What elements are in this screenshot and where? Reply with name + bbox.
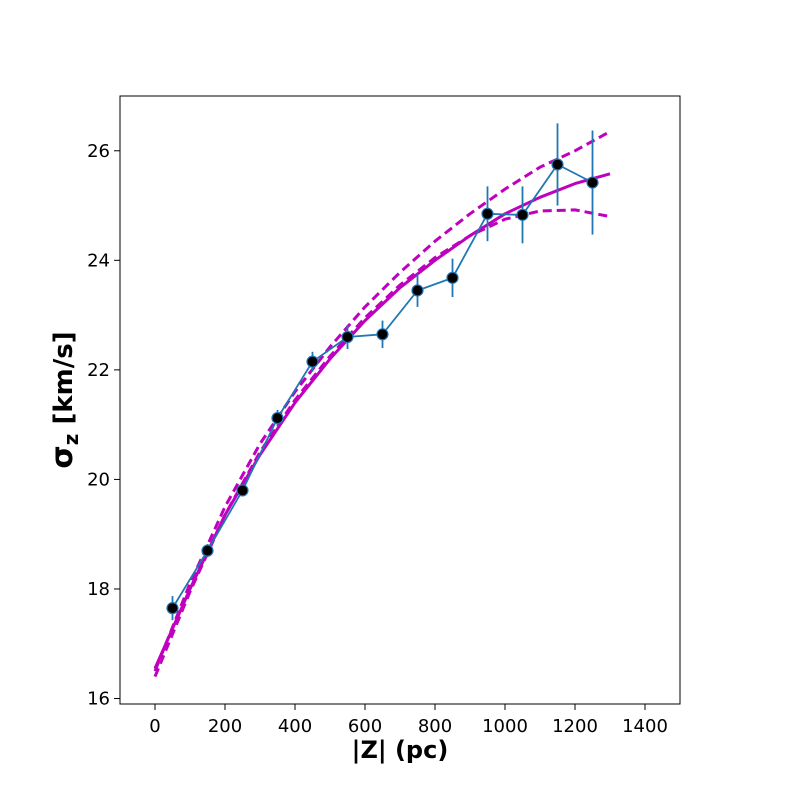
y-tick-label-1: 18 [87,579,110,600]
y-axis-ticks: 16 18 20 22 24 26 [87,141,120,710]
fit-lower-line [153,208,611,678]
y-tick-label-2: 20 [87,469,110,490]
fit-upper-line [153,130,611,672]
x-tick-label-2: 400 [278,716,312,737]
y-tick-label-4: 24 [87,250,110,271]
y-tick-label-0: 16 [87,689,110,710]
y-axis-title-symbol: σ [45,445,80,468]
data-series [166,123,599,621]
x-tick-label-3: 600 [348,716,382,737]
x-axis-title: |Z| (pc) [352,736,449,764]
y-tick-label-5: 26 [87,141,110,162]
data-point-12 [586,176,599,189]
x-axis-ticks: 0 200 400 600 800 1000 1200 1400 [149,704,668,737]
data-point-1 [201,544,214,557]
data-point-11 [551,158,564,171]
fit-curves [153,130,611,678]
data-point-6 [376,328,389,341]
plot-area [120,96,680,704]
data-point-2 [236,484,249,497]
data-point-10 [516,208,529,221]
x-tick-label-6: 1200 [552,716,598,737]
data-point-8 [446,271,459,284]
data-point-7 [411,284,424,297]
x-tick-label-1: 200 [208,716,242,737]
y-axis-title-unit: [km/s] [49,331,79,433]
data-point-4 [306,355,319,368]
x-tick-label-7: 1400 [622,716,668,737]
data-point-3 [271,411,284,425]
y-tick-label-3: 22 [87,360,110,381]
y-axis-title-subscript: z [59,434,83,446]
data-point-9 [481,207,494,220]
data-point-5 [341,330,354,344]
x-tick-label-0: 0 [149,716,160,737]
y-axis-title: σz [km/s] [45,331,83,468]
x-tick-label-5: 1000 [482,716,528,737]
x-tick-label-4: 800 [418,716,452,737]
plot-frame [119,95,681,705]
data-point-0 [166,602,179,615]
